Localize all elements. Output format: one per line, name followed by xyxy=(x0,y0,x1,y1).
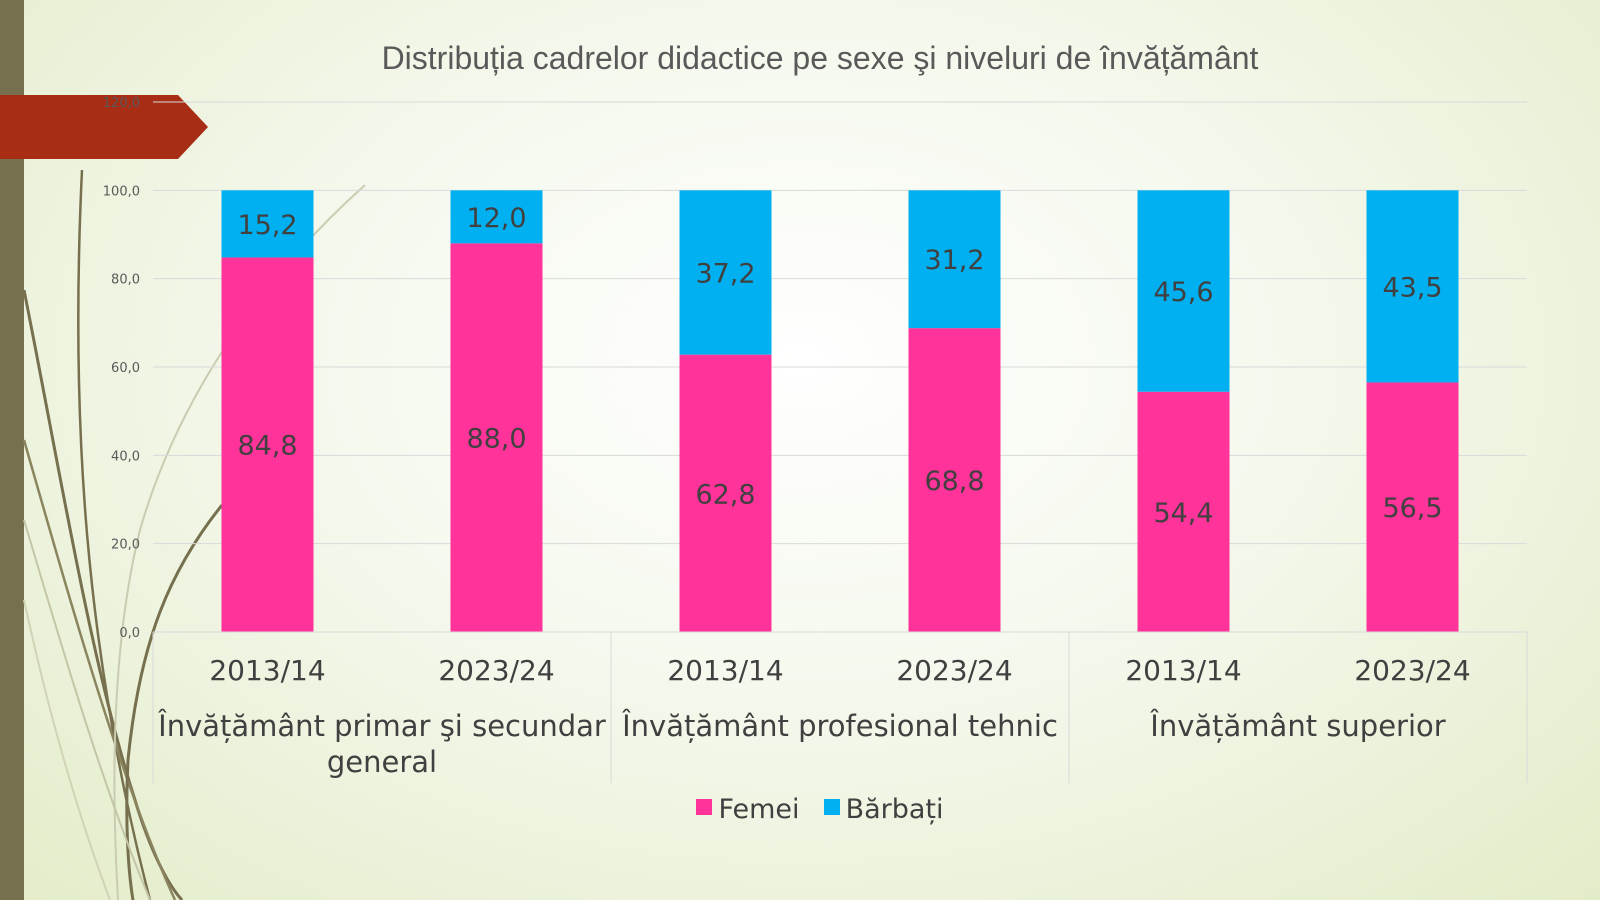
data-label: 37,2 xyxy=(695,258,755,289)
bar-barbati xyxy=(221,190,314,258)
bar-barbati xyxy=(1366,190,1459,383)
data-label: 56,5 xyxy=(1382,493,1442,524)
group-label: Învățământ superior xyxy=(1149,709,1445,743)
data-label: 54,4 xyxy=(1153,498,1213,529)
legend-swatch xyxy=(696,799,713,815)
data-label: 43,5 xyxy=(1382,272,1442,303)
x-tick-label: 2023/24 xyxy=(896,654,1012,687)
data-label: 45,6 xyxy=(1153,277,1213,308)
data-label: 12,0 xyxy=(466,203,526,234)
x-tick-label: 2023/24 xyxy=(438,654,554,687)
legend-item: Bărbați xyxy=(823,793,944,825)
group-label: general xyxy=(327,745,437,779)
bar-femei xyxy=(679,354,772,632)
bar-barbati xyxy=(1137,190,1230,392)
x-tick-label: 2013/14 xyxy=(209,654,325,687)
group-label: Învățământ primar şi secundar xyxy=(157,709,606,743)
y-tick-label: 100,0 xyxy=(103,184,140,199)
bar-barbati xyxy=(450,190,543,244)
bar-femei xyxy=(450,243,543,633)
data-label: 84,8 xyxy=(237,431,297,462)
y-tick-label: 40,0 xyxy=(111,449,140,464)
data-label: 68,8 xyxy=(924,466,984,497)
bar-femei xyxy=(221,257,314,632)
legend-label: Bărbați xyxy=(845,793,944,825)
bar-femei xyxy=(1366,382,1459,632)
data-label: 31,2 xyxy=(924,245,984,276)
chart-legend: Femei Bărbați xyxy=(0,792,1600,825)
legend-item: Femei xyxy=(696,793,800,825)
data-label: 62,8 xyxy=(695,479,755,510)
y-tick-label: 120,0 xyxy=(103,96,140,111)
bar-femei xyxy=(1137,391,1230,632)
bar-femei xyxy=(908,328,1001,632)
x-tick-label: 2013/14 xyxy=(1125,654,1241,687)
y-tick-label: 0,0 xyxy=(119,626,140,641)
data-label: 15,2 xyxy=(237,210,297,241)
x-tick-label: 2023/24 xyxy=(1354,654,1470,687)
bar-barbati xyxy=(679,190,772,355)
bar-barbati xyxy=(908,190,1001,329)
data-label: 88,0 xyxy=(466,424,526,455)
legend-swatch xyxy=(823,799,840,815)
red-arrow-shape xyxy=(0,95,208,159)
x-tick-label: 2013/14 xyxy=(667,654,783,687)
group-label: Învățământ profesional tehnic xyxy=(621,709,1058,743)
chart-title: Distribuția cadrelor didactice pe sexe ş… xyxy=(381,40,1259,76)
y-tick-label: 80,0 xyxy=(111,273,140,288)
legend-label: Femei xyxy=(718,793,800,825)
y-tick-label: 60,0 xyxy=(111,361,140,376)
y-tick-label: 20,0 xyxy=(111,538,140,553)
